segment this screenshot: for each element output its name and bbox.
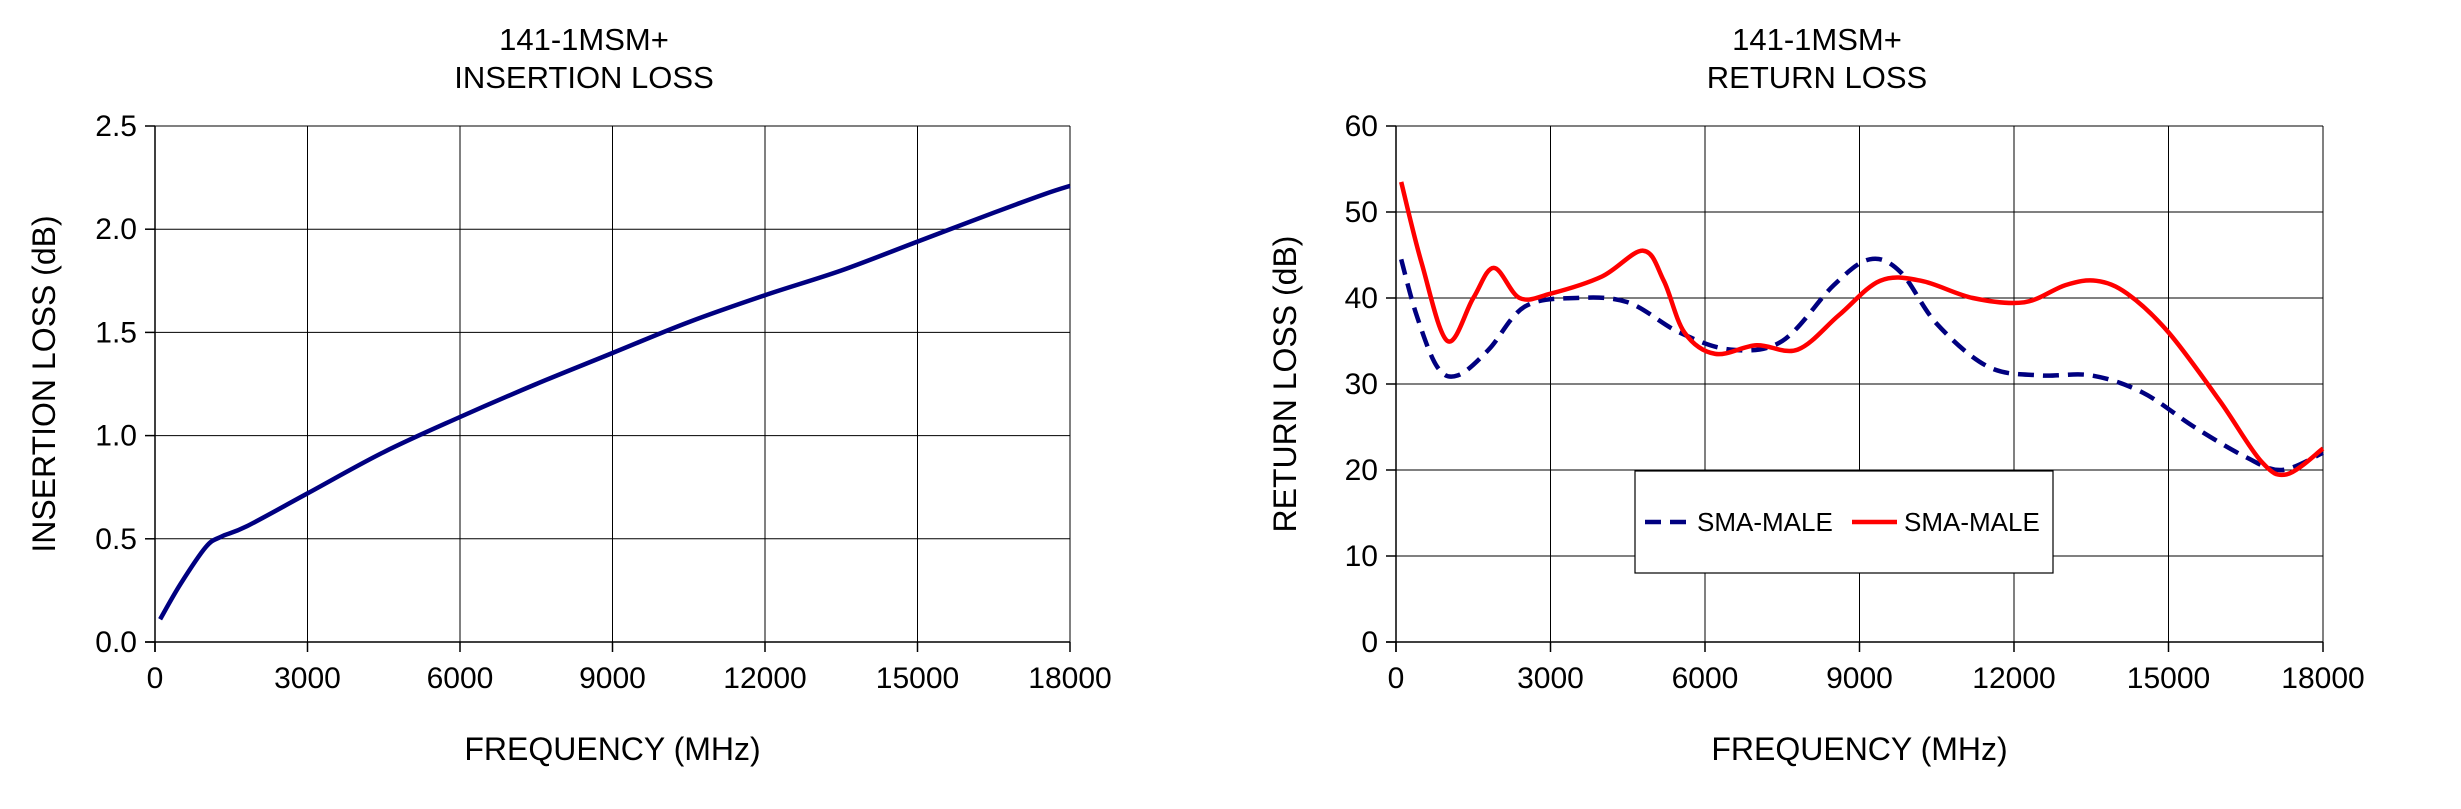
x-tick-label: 18000 <box>1028 662 1111 695</box>
x-tick-label: 15000 <box>876 662 959 695</box>
legend-label: SMA-MALE <box>1904 507 2040 537</box>
x-axis-label: FREQUENCY (MHz) <box>464 731 760 767</box>
y-tick-label: 2.0 <box>95 213 137 246</box>
chart-title-line: RETURN LOSS <box>1707 60 1927 95</box>
chart-title-line: 141-1MSM+ <box>1732 22 1902 57</box>
x-tick-label: 12000 <box>1972 662 2055 695</box>
y-tick-label: 1.5 <box>95 316 137 349</box>
x-tick-label: 18000 <box>2281 662 2364 695</box>
y-axis-label: RETURN LOSS (dB) <box>1267 236 1303 533</box>
x-tick-label: 9000 <box>579 662 646 695</box>
y-tick-label: 0.0 <box>95 626 137 659</box>
x-tick-label: 0 <box>147 662 164 695</box>
y-tick-label: 60 <box>1345 110 1378 143</box>
x-tick-label: 3000 <box>1517 662 1584 695</box>
x-tick-label: 9000 <box>1826 662 1893 695</box>
y-tick-label: 30 <box>1345 368 1378 401</box>
x-tick-label: 6000 <box>427 662 494 695</box>
insertion-loss-chart: 141-1MSM+INSERTION LOSS 0 3000 6000 9000 1200… <box>26 22 1112 767</box>
x-tick-label: 12000 <box>723 662 806 695</box>
y-tick-label: 1.0 <box>95 420 137 453</box>
y-tick-label: 40 <box>1345 282 1378 315</box>
series-line-dashed <box>1399 256 2324 473</box>
y-tick-label: 0.5 <box>95 523 137 556</box>
x-tick-label: 6000 <box>1672 662 1739 695</box>
y-tick-label: 2.5 <box>95 110 137 143</box>
y-tick-label: 50 <box>1345 196 1378 229</box>
x-tick-label: 3000 <box>274 662 341 695</box>
y-tick-label: 20 <box>1345 454 1378 487</box>
x-tick-label: 15000 <box>2127 662 2210 695</box>
legend-box <box>1634 470 2054 574</box>
return-loss-chart: 141-1MSM+RETURN LOSS 0 3000 6000 9000 12000 15… <box>1267 22 2365 767</box>
series-line-solid <box>1399 181 2325 478</box>
series-line-solid <box>158 183 1071 621</box>
y-tick-label: 0 <box>1361 626 1378 659</box>
y-tick-label: 10 <box>1345 540 1378 573</box>
x-axis-label: FREQUENCY (MHz) <box>1711 731 2007 767</box>
y-axis-label: INSERTION LOSS (dB) <box>26 215 62 552</box>
chart-title-line: 141-1MSM+ <box>499 22 669 57</box>
legend-label: SMA-MALE <box>1697 507 1833 537</box>
chart-title-line: INSERTION LOSS <box>454 60 714 95</box>
x-tick-label: 0 <box>1388 662 1405 695</box>
